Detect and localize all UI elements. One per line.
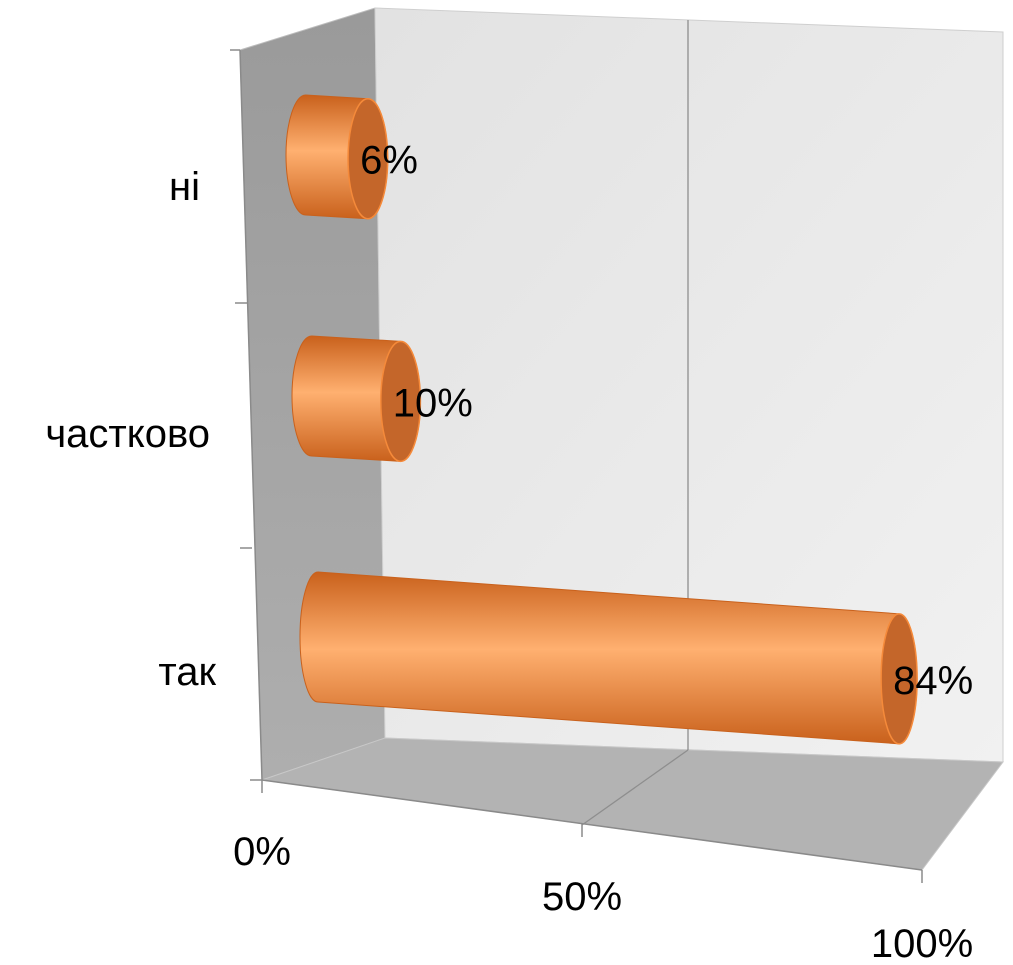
bar-cap-2 [880,613,918,745]
x-axis-line [261,779,923,871]
x-tick-label-0: 0% [233,830,291,874]
x-tick-label-1: 50% [542,875,622,919]
bar-1: 10% [291,335,473,463]
x-tick-label-2: 100% [871,922,973,960]
bar-cap-0 [347,97,389,220]
category-label-2: так [158,650,216,694]
data-label-1: 10% [393,381,473,425]
category-label-1: частково [45,412,210,456]
bar-0: 6% [285,94,418,220]
bar-2: 84% [299,571,973,745]
category-label-0: ні [169,165,200,209]
y-axis-line [239,49,263,781]
data-label-0: 6% [360,139,418,183]
floor [261,737,1004,871]
data-label-2: 84% [893,659,973,703]
gridline-floor-50 [581,749,689,826]
bar-cap-1 [380,340,422,463]
